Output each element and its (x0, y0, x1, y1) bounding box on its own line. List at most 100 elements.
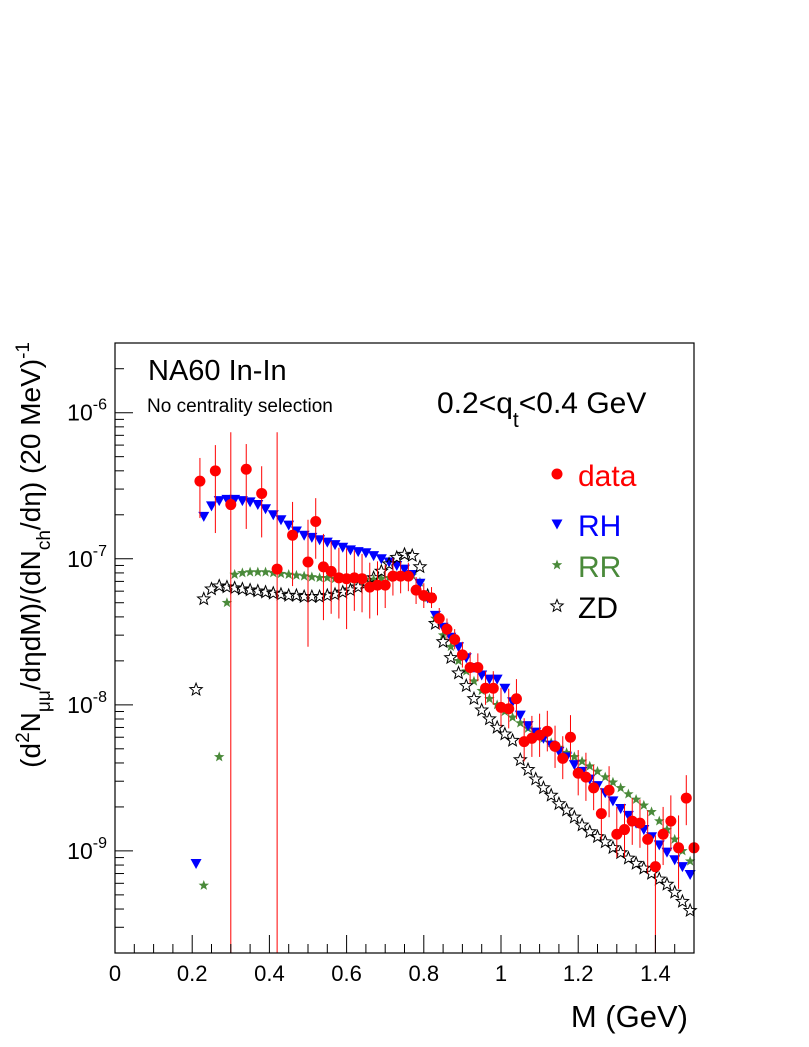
data-point (322, 572, 333, 583)
data-point (489, 719, 505, 734)
data-point (206, 501, 217, 512)
data-point (464, 662, 476, 674)
data-point (580, 771, 592, 783)
x-tick-label: 0 (109, 961, 121, 986)
data-point (250, 583, 266, 598)
data-point (221, 494, 233, 505)
data-point (474, 702, 490, 717)
data-point (371, 579, 383, 591)
data-point (240, 463, 252, 475)
data-point (291, 569, 302, 580)
data-point (613, 844, 629, 860)
legend: data RH RR ZD (549, 460, 637, 625)
legend-entry-zd: ZD (549, 592, 618, 625)
data-point (225, 499, 237, 511)
data-point (659, 876, 675, 891)
data-point (620, 850, 636, 865)
data-point (630, 793, 642, 804)
data-point (198, 879, 210, 890)
data-point (665, 815, 677, 827)
data-point (219, 579, 235, 594)
data-point (329, 540, 341, 551)
series-rr (198, 566, 696, 890)
data-point (260, 566, 271, 577)
data-point (514, 710, 526, 721)
data-point (383, 557, 395, 568)
data-point (188, 681, 204, 697)
x-tick-label: 1.4 (640, 961, 671, 986)
data-point (557, 752, 569, 764)
plot-frame (114, 342, 695, 954)
data-point (680, 792, 692, 804)
data-point (283, 520, 295, 531)
data-point (481, 711, 497, 726)
x-tick-label: 0.6 (331, 961, 362, 986)
y-tick-label: 10-7 (67, 543, 107, 572)
chart-subtitle: No centrality selection (147, 396, 333, 417)
data-point (252, 500, 264, 511)
chart-title: NA60 In-In (148, 355, 287, 387)
data-point (379, 579, 391, 591)
data-point (312, 588, 328, 604)
legend-marker (551, 559, 563, 570)
data-point (441, 623, 453, 635)
data-point (559, 802, 575, 817)
data-point (375, 554, 387, 565)
data-point (275, 515, 287, 526)
data-point (360, 548, 372, 559)
x-tick-label: 1.2 (563, 961, 594, 986)
data-point (497, 726, 513, 741)
data-point (196, 591, 212, 606)
data-point (273, 586, 289, 601)
data-point (256, 487, 268, 499)
data-point (535, 780, 551, 795)
data-point (673, 842, 685, 854)
data-point (260, 504, 272, 515)
data-point (190, 858, 202, 869)
data-point (252, 566, 264, 577)
data-point (376, 573, 387, 584)
data-point (352, 547, 364, 558)
data-point (566, 809, 582, 824)
data-point (603, 784, 615, 796)
data-point (194, 475, 206, 487)
data-point (476, 670, 488, 681)
data-point (298, 570, 310, 581)
legend-label: data (578, 460, 637, 493)
data-point (499, 683, 511, 694)
data-point (682, 902, 698, 918)
legend-marker (549, 598, 565, 613)
data-point (528, 771, 544, 786)
data-point (564, 731, 576, 743)
data-point (569, 751, 580, 762)
data-point (242, 582, 258, 597)
legend-marker (551, 519, 563, 530)
legend-entry-rh: RH (551, 510, 621, 543)
data-point (590, 828, 605, 844)
data-point (244, 566, 256, 577)
data-point (551, 795, 567, 811)
data-point (651, 871, 667, 886)
data-point (503, 703, 515, 715)
x-axis-label: M (GeV) (571, 999, 688, 1034)
data-point (433, 612, 445, 624)
data-point (229, 569, 240, 579)
data-point (491, 674, 503, 685)
data-point (258, 584, 274, 599)
data-point (654, 815, 665, 826)
data-point (480, 682, 492, 694)
data-point (229, 494, 241, 505)
data-point (368, 551, 380, 562)
data-point (638, 799, 650, 810)
data-point (568, 760, 580, 771)
data-point (271, 563, 283, 575)
data-point (561, 747, 572, 758)
data-point (605, 839, 621, 855)
data-point (306, 571, 318, 582)
x-tick-label: 0.2 (177, 961, 208, 986)
data-point (607, 796, 619, 807)
data-point (288, 587, 304, 602)
y-axis-ticks (115, 342, 133, 954)
y-tick-label: 10-9 (67, 835, 107, 864)
